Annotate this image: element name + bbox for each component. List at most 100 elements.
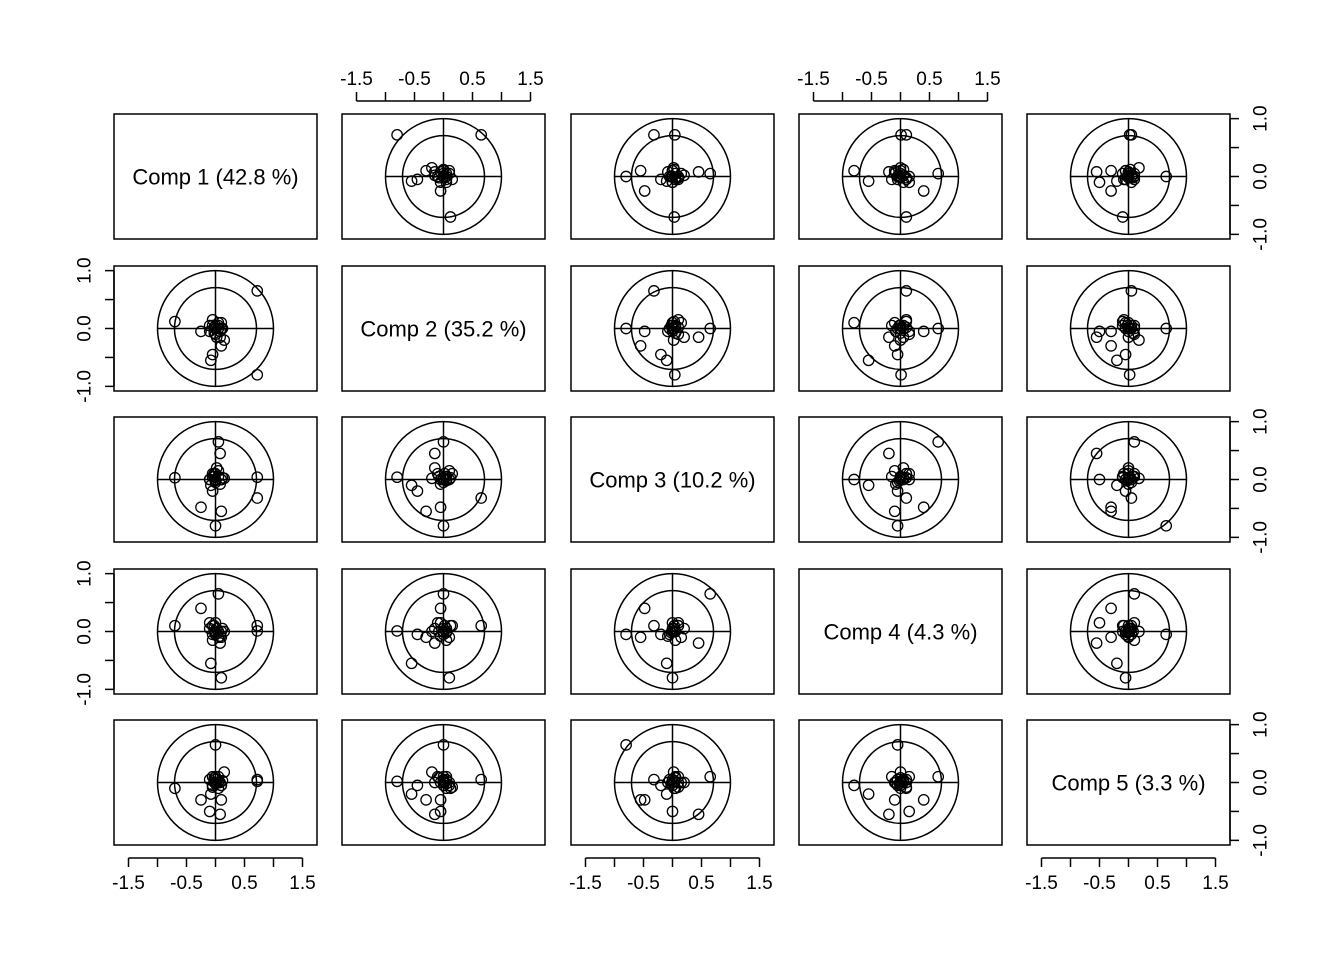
x-axis-bottom-col5: -1.5 -0.5 0.5 1.5 — [1025, 857, 1229, 894]
data-point — [692, 331, 705, 344]
data-point — [678, 331, 690, 344]
data-point — [1128, 319, 1141, 332]
data-point — [209, 319, 222, 332]
data-point — [1093, 325, 1106, 338]
data-point — [1122, 170, 1135, 183]
data-point — [209, 776, 222, 789]
data-point — [672, 173, 685, 186]
data-point — [655, 173, 667, 186]
data-point — [195, 602, 207, 615]
panel-frame — [1026, 265, 1231, 392]
data-point — [428, 637, 441, 649]
axis-tick-label: 0.5 — [459, 69, 485, 90]
data-point — [669, 173, 682, 186]
data-point — [169, 782, 181, 795]
axis-tick-label: -1.0 — [75, 673, 96, 706]
data-point — [405, 479, 418, 492]
axis-tick-label: 1.5 — [289, 873, 315, 894]
data-point — [1111, 175, 1123, 187]
axis-tick-label: -1.0 — [75, 370, 96, 403]
panel-r3-c4 — [798, 416, 1003, 543]
data-point — [1093, 473, 1106, 486]
data-point — [1128, 173, 1141, 186]
data-point — [704, 588, 717, 600]
panel-r1-c2 — [341, 113, 546, 240]
panel-r3-c3: Comp 3 (10.2 %) — [570, 416, 775, 543]
panel-r4-c4: Comp 4 (4.3 %) — [798, 568, 1003, 695]
data-point — [1122, 462, 1135, 474]
data-point — [475, 492, 488, 504]
data-point — [885, 470, 898, 483]
data-point — [411, 628, 424, 641]
data-point — [391, 625, 403, 637]
data-point — [205, 788, 217, 800]
data-point — [405, 657, 418, 670]
data-point — [634, 164, 647, 177]
axis-tick-label: 0.0 — [75, 315, 96, 341]
data-point — [678, 622, 690, 635]
component-label: Comp 1 (42.8 %) — [132, 165, 298, 190]
data-point — [900, 285, 913, 297]
data-point — [428, 776, 441, 789]
data-point — [900, 492, 913, 504]
data-point — [437, 170, 450, 183]
data-point — [666, 322, 679, 335]
data-point — [891, 519, 904, 532]
data-point — [897, 319, 910, 332]
axis-tick-label: 0.5 — [916, 69, 942, 90]
data-point — [195, 325, 207, 338]
axis-tick-label: -1.5 — [1025, 873, 1058, 894]
component-label: Comp 3 (10.2 %) — [589, 468, 755, 493]
data-point — [437, 473, 450, 486]
data-point — [214, 447, 226, 460]
data-point — [428, 169, 441, 182]
component-label: Comp 2 (35.2 %) — [360, 317, 526, 342]
data-point — [1119, 671, 1132, 684]
data-point — [209, 519, 222, 532]
y-axis-right-row3: -1.0 0.0 1.0 — [1229, 408, 1272, 554]
panel-frame — [570, 416, 775, 543]
data-point — [638, 325, 651, 338]
data-point — [251, 492, 264, 504]
axis-tick-label: -1.0 — [1251, 521, 1272, 554]
data-point — [666, 805, 679, 818]
data-point — [475, 619, 488, 632]
data-point — [862, 479, 875, 492]
data-point — [666, 170, 679, 183]
component-label: Comp 4 (4.3 %) — [823, 620, 977, 645]
data-point — [883, 447, 895, 460]
y-axis-right-row5: -1.0 0.0 1.0 — [1229, 711, 1272, 857]
data-point — [391, 775, 403, 788]
panel-frame — [113, 416, 318, 543]
data-point — [440, 173, 453, 186]
data-point — [1122, 622, 1135, 635]
data-point — [862, 788, 875, 800]
panel-r1-c4 — [798, 113, 1003, 240]
panel-r5-c2 — [341, 719, 546, 846]
data-point — [660, 354, 673, 367]
data-point — [1124, 163, 1137, 176]
panel-r3-c1 — [113, 416, 318, 543]
panel-r1-c5 — [1026, 113, 1231, 240]
data-point — [669, 319, 682, 332]
data-point — [205, 657, 217, 670]
data-point — [1160, 322, 1173, 335]
panel-frame — [113, 113, 318, 240]
data-point — [437, 588, 450, 600]
data-point — [891, 739, 904, 751]
axis-tick-label: -1.5 — [797, 69, 830, 90]
data-point — [212, 588, 225, 600]
data-point — [206, 770, 219, 783]
data-point — [437, 776, 450, 789]
data-point — [900, 211, 913, 223]
axis-tick-label: 1.0 — [1251, 711, 1272, 737]
data-point — [420, 794, 432, 806]
data-point — [206, 467, 219, 480]
axis-tick-label: 0.0 — [1251, 466, 1272, 492]
data-point — [669, 634, 682, 647]
data-point — [1125, 285, 1138, 297]
data-point — [212, 436, 225, 448]
x-axis-top-col4: -1.5 -0.5 0.5 1.5 — [797, 69, 1001, 102]
data-point — [1160, 170, 1173, 183]
